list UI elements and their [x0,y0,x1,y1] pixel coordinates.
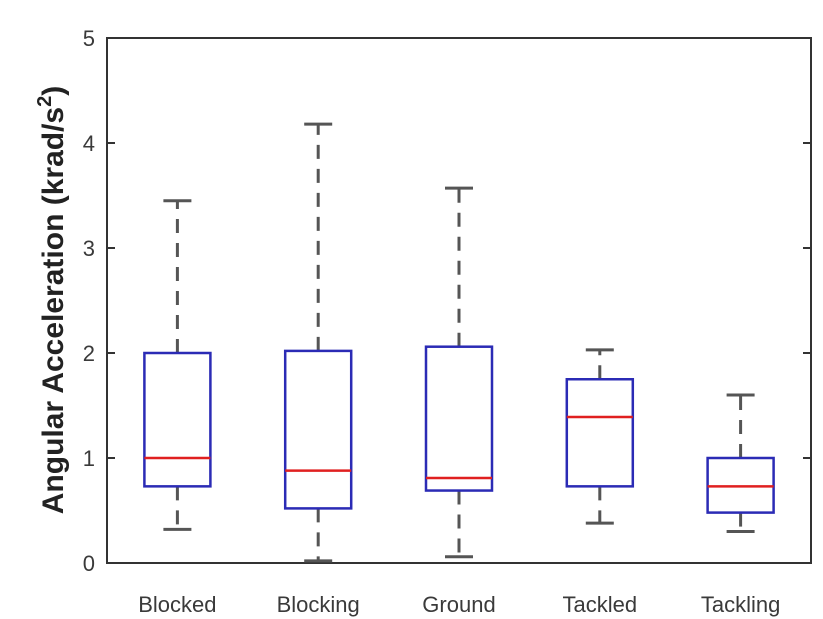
y-axis-label: Angular Acceleration (krad/s2) [34,86,70,514]
box-iqr [143,351,212,488]
x-tick-label: Tackled [563,592,638,617]
box-iqr [565,378,635,488]
x-axis-tick-labels: Blocked Blocking Ground Tackled Tackling [138,592,780,617]
y-tick-label: 4 [83,131,95,156]
y-tick-label: 1 [83,446,95,471]
y-axis-label-superscript: 2 [34,96,56,107]
y-axis-label-main: Angular Acceleration (krad/s [37,107,70,514]
x-tick-label: Tackling [701,592,780,617]
y-axis-label-close: ) [37,86,70,96]
box-iqr [424,345,494,492]
box-series [143,122,775,563]
x-tick-label: Ground [422,592,495,617]
x-tick-label: Blocking [277,592,360,617]
box-iqr [283,349,353,510]
y-tick-label: 3 [83,236,95,261]
x-tick-label: Blocked [138,592,216,617]
y-tick-label: 5 [83,26,95,51]
y-tick-label: 0 [83,551,95,576]
plot-area-frame [106,37,812,564]
y-tick-label: 2 [83,341,95,366]
y-axis-ticks: 0 1 2 3 4 5 [83,26,811,576]
